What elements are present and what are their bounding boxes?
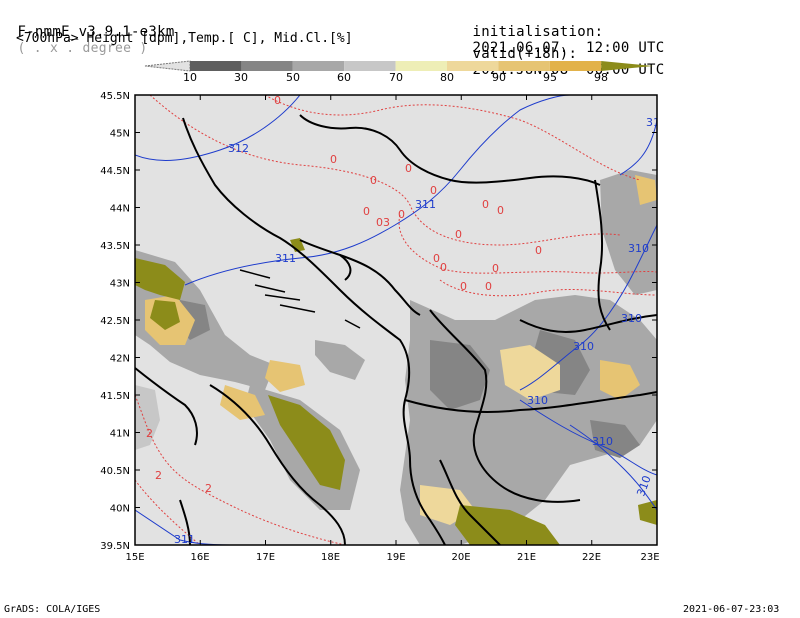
colorbar-labels: 10 30 50 60 70 80 90 95 98 — [183, 71, 608, 84]
colorbar-box — [447, 61, 499, 71]
colorbar-label: 10 — [183, 71, 197, 84]
temp-label: 0 — [430, 184, 437, 197]
colorbar-label: 30 — [234, 71, 248, 84]
height-label: 310 — [592, 435, 613, 448]
lat-label: 41N — [110, 429, 130, 440]
footer-timestamp: 2021-06-07-23:03 — [683, 604, 780, 615]
temp-label: 0 — [274, 94, 281, 107]
temp-label: 03 — [376, 216, 390, 229]
coastlines — [135, 114, 657, 545]
temperature-labels: 0 0 0 0 0 0 03 0 0 0 0 0 0 0 0 0 0 2 2 2 — [146, 94, 542, 495]
temp-label: 2 — [205, 482, 212, 495]
lon-label: 19E — [386, 552, 405, 563]
colorbar-label: 98 — [594, 71, 608, 84]
temp-label: 0 — [433, 252, 440, 265]
colorbar-box — [292, 61, 345, 71]
lat-label: 43N — [110, 279, 130, 290]
lat-label: 45.5N — [100, 91, 130, 102]
colorbar-box — [549, 61, 602, 71]
temp-label: 0 — [440, 261, 447, 274]
lat-label: 43.5N — [100, 241, 130, 252]
lat-label: 45N — [110, 129, 130, 140]
lat-label: 40N — [110, 504, 130, 515]
temp-label: 0 — [363, 205, 370, 218]
height-label: 311 — [174, 533, 195, 546]
height-label: 312 — [228, 142, 249, 155]
model-title: F-nmmE_v3.9.1-e3km ( . x . degree ) — [0, 8, 175, 56]
init-label: initialisation: — [472, 24, 604, 40]
temp-label: 0 — [460, 280, 467, 293]
lon-label: 21E — [517, 552, 536, 563]
height-label: 310 — [621, 312, 642, 325]
lat-label: 44.5N — [100, 166, 130, 177]
colorbar-arrow-low — [144, 60, 191, 72]
height-label: 310 — [527, 394, 548, 407]
subtitle: <700hPa> Height [dpm],Temp.[ C], Mid.Cl.… — [16, 31, 353, 46]
temp-label: 0 — [497, 204, 504, 217]
init-time: initialisation: 2021.06.07. 12:00 UTC — [455, 8, 665, 56]
axis-ticks — [134, 94, 658, 546]
footer-credit: GrADS: COLA/IGES — [4, 604, 101, 615]
colorbar-label: 70 — [389, 71, 403, 84]
temp-label: 0 — [330, 153, 337, 166]
lon-label: 20E — [451, 552, 470, 563]
lon-axis: 15E 16E 17E 18E 19E 20E 21E 22E 23E — [125, 552, 659, 563]
temp-label: 0 — [405, 162, 412, 175]
colorbar: 10 30 50 60 70 80 90 95 98 — [144, 60, 654, 84]
cloud-cover-layer — [135, 170, 657, 545]
colorbar-label: 60 — [337, 71, 351, 84]
lon-label: 18E — [321, 552, 340, 563]
valid-label: valid(+18h): — [472, 46, 578, 62]
temp-label: 0 — [370, 174, 377, 187]
colorbar-boxes — [144, 60, 654, 72]
colorbar-label: 80 — [440, 71, 454, 84]
lat-label: 41.5N — [100, 391, 130, 402]
lon-label: 15E — [125, 552, 144, 563]
lon-label: 16E — [190, 552, 209, 563]
model-title-text: F-nmmE_v3.9.1-e3km — [17, 24, 175, 40]
islands — [239, 269, 361, 329]
colorbar-box — [395, 61, 447, 71]
height-label: 311 — [275, 252, 296, 265]
temp-label: 0 — [535, 244, 542, 257]
init-value: 2021.06.07. 12:00 UTC — [472, 40, 665, 56]
units-label: ( . x . degree ) — [17, 41, 148, 56]
temp-label: 2 — [146, 427, 153, 440]
colorbar-label: 50 — [286, 71, 300, 84]
lat-label: 40.5N — [100, 466, 130, 477]
colorbar-box — [498, 61, 550, 71]
temp-label: 0 — [455, 228, 462, 241]
colorbar-box — [241, 61, 293, 71]
temp-label: 2 — [155, 469, 162, 482]
height-label: 311 — [415, 198, 436, 211]
height-labels: 312 313 311 311 310 310 310 310 310 310 … — [174, 116, 667, 546]
lat-label: 42.5N — [100, 316, 130, 327]
height-label: 313 — [646, 116, 667, 129]
height-label: 310 — [628, 242, 649, 255]
temp-label: 0 — [398, 208, 405, 221]
lon-label: 23E — [640, 552, 659, 563]
colorbar-arrow-high — [601, 61, 654, 71]
lat-axis: 45.5N 45N 44.5N 44N 43.5N 43N 42.5N 42N … — [100, 91, 130, 552]
colorbar-label: 90 — [492, 71, 506, 84]
lat-label: 44N — [110, 204, 130, 215]
temp-label: 0 — [492, 262, 499, 275]
lat-label: 42N — [110, 354, 130, 365]
height-label: 310 — [573, 340, 594, 353]
colorbar-label: 95 — [543, 71, 557, 84]
colorbar-box — [190, 61, 242, 71]
lat-label: 39.5N — [100, 541, 130, 552]
temp-label: 0 — [485, 280, 492, 293]
temp-label: 0 — [482, 198, 489, 211]
colorbar-box — [344, 61, 396, 71]
lon-label: 22E — [582, 552, 601, 563]
lon-label: 17E — [256, 552, 275, 563]
